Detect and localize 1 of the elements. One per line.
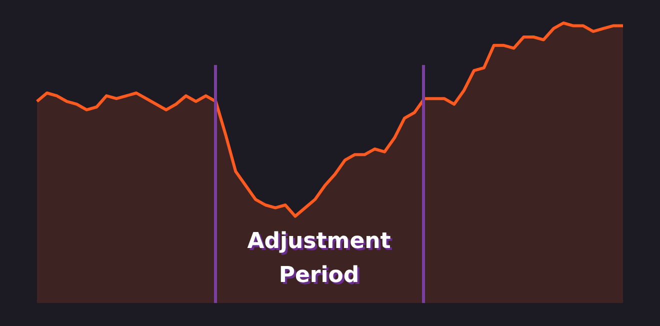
annotation: Adjustment Period	[246, 228, 392, 290]
